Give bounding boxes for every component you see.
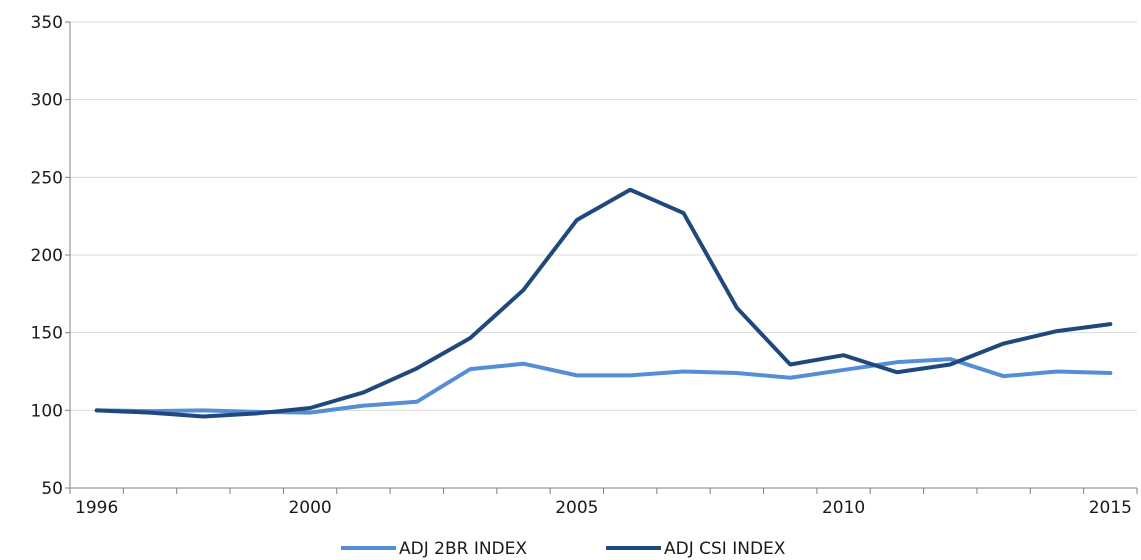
legend: ADJ 2BR INDEX ADJ CSI INDEX: [341, 539, 786, 559]
gridlines: [70, 21, 1137, 411]
y-tick-label-250: 250: [31, 168, 63, 188]
legend-label-adj-csi-index: ADJ CSI INDEX: [664, 539, 786, 559]
x-tick-label-1996: 1996: [75, 498, 118, 518]
y-tick-label-50: 50: [41, 479, 63, 499]
y-tick-label-150: 150: [31, 324, 63, 344]
y-tick-label-350: 350: [31, 13, 63, 33]
series-line-adj-2br-index: [94, 357, 1113, 415]
axes: [65, 21, 1138, 494]
x-tick-label-2015: 2015: [1089, 498, 1132, 518]
series-lines: [94, 187, 1113, 419]
x-tick-label-2010: 2010: [822, 498, 865, 518]
x-tick-label-2000: 2000: [288, 498, 331, 518]
series-line-adj-csi-index: [94, 187, 1113, 419]
y-tick-label-300: 300: [31, 91, 63, 111]
x-tick-label-2005: 2005: [555, 498, 598, 518]
tick-labels: 50 100 150 200 250 300 350 1996 2000 2005 2010 2015: [31, 13, 1132, 518]
legend-label-adj-2br-index: ADJ 2BR INDEX: [399, 539, 527, 559]
y-tick-label-200: 200: [31, 246, 63, 266]
y-tick-label-100: 100: [31, 401, 63, 421]
